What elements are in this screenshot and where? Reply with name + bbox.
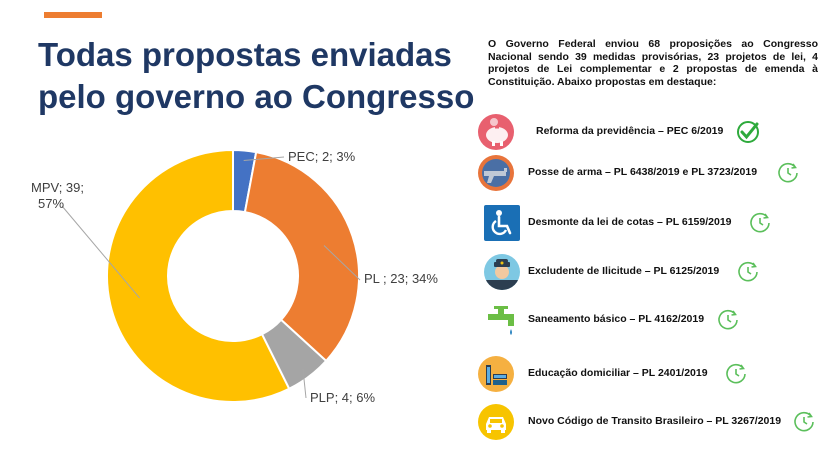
books-icon xyxy=(478,356,514,392)
data-label-pl: PL ; 23; 34% xyxy=(364,271,438,286)
item-label: Posse de arma – PL 6438/2019 e PL 3723/2… xyxy=(528,166,758,178)
pending-clock-icon xyxy=(792,410,816,434)
donut-chart: PEC; 2; 3% PL ; 23; 34% PLP; 4; 6% MPV; 39;… xyxy=(31,148,438,405)
list-item-reforma-previdencia: Reforma da previdência – PEC 6/2019 xyxy=(478,114,778,150)
donut-slice-mpv xyxy=(106,148,291,403)
wheelchair-icon xyxy=(484,205,520,241)
item-label: Desmonte da lei de cotas – PL 6159/2019 xyxy=(528,216,732,228)
pending-clock-icon xyxy=(724,362,748,386)
item-label: Reforma da previdência – PEC 6/2019 xyxy=(536,125,724,137)
item-label: Excludente de Ilicitude – PL 6125/2019 xyxy=(528,265,720,277)
gun-icon xyxy=(478,155,514,191)
car-icon xyxy=(478,404,514,440)
leader-line-plp xyxy=(302,368,307,399)
leader-line-pl xyxy=(323,245,361,281)
data-label-mpv-line-1: MPV; 39; xyxy=(31,180,84,195)
page-title-line-2: pelo governo ao Congresso xyxy=(38,78,475,115)
list-item-lei-cotas: Desmonte da lei de cotas – PL 6159/2019 xyxy=(484,205,784,241)
accent-bar xyxy=(44,12,102,18)
pending-clock-icon xyxy=(736,260,760,284)
data-label-mpv-line-2: 57% xyxy=(38,196,64,211)
piggy-bank-icon xyxy=(478,114,514,150)
data-label-plp: PLP; 4; 6% xyxy=(310,390,375,405)
page-title: Todas propostas enviadas pelo governo ao… xyxy=(38,34,475,118)
list-item-posse-arma: Posse de arma – PL 6438/2019 e PL 3723/2… xyxy=(478,155,818,191)
police-officer-icon xyxy=(484,254,520,290)
approved-check-icon xyxy=(736,120,760,144)
item-label: Novo Código de Transito Brasileiro – PL … xyxy=(528,415,782,427)
intro-text: O Governo Federal enviou 68 proposições … xyxy=(488,38,818,88)
list-item-excludente-ilicitude: Excludente de Ilicitude – PL 6125/2019 xyxy=(484,254,784,290)
item-label: Saneamento básico – PL 4162/2019 xyxy=(528,313,705,325)
list-item-codigo-transito: Novo Código de Transito Brasileiro – PL … xyxy=(478,404,823,440)
data-label-pec: PEC; 2; 3% xyxy=(288,149,356,164)
item-label: Educação domiciliar – PL 2401/2019 xyxy=(528,367,708,379)
pending-clock-icon xyxy=(748,211,772,235)
list-item-educacao-domiciliar: Educação domiciliar – PL 2401/2019 xyxy=(478,356,778,392)
donut-slice-pl xyxy=(243,150,360,363)
water-tap-icon xyxy=(484,302,520,338)
leader-line-mpv xyxy=(61,205,140,299)
leader-line-pec xyxy=(243,156,285,161)
pending-clock-icon xyxy=(776,161,800,185)
page-title-line-1: Todas propostas enviadas xyxy=(38,36,452,73)
pending-clock-icon xyxy=(716,308,740,332)
list-item-saneamento: Saneamento básico – PL 4162/2019 xyxy=(484,302,784,338)
